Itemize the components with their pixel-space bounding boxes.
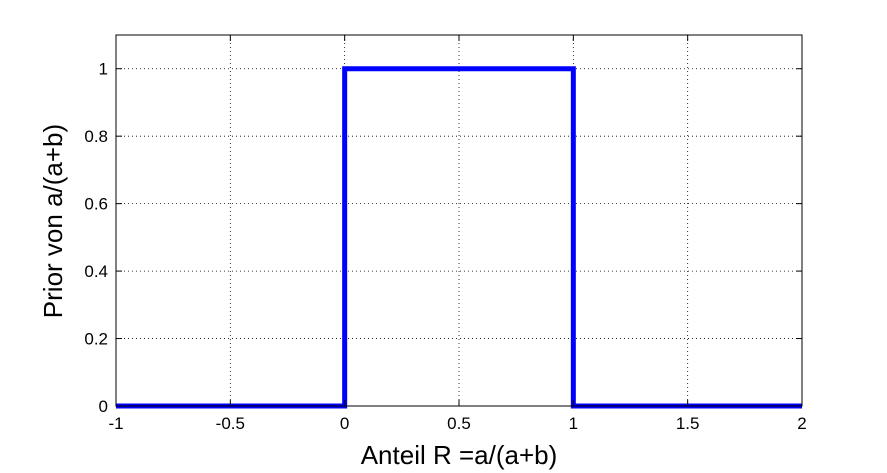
y-tick-label: 0.8 <box>84 127 108 146</box>
y-tick-labels: 0 0.2 0.4 0.6 0.8 1 <box>84 60 108 416</box>
x-tick-label: 1.5 <box>676 414 700 433</box>
x-tick-label: 0 <box>340 414 349 433</box>
x-tick-label: 1 <box>569 414 578 433</box>
y-tick-label: 0.6 <box>84 195 108 214</box>
x-tick-label: -0.5 <box>216 414 245 433</box>
y-tick-label: 1 <box>99 60 108 79</box>
plot-area <box>116 35 802 406</box>
x-tick-label: 2 <box>797 414 806 433</box>
ticks <box>115 35 803 407</box>
y-tick-label: 0 <box>99 397 108 416</box>
y-tick-label: 0.2 <box>84 330 108 349</box>
x-tick-label: 0.5 <box>447 414 471 433</box>
y-tick-label: 0.4 <box>84 262 108 281</box>
x-tick-labels: -1 -0.5 0 0.5 1 1.5 2 <box>108 414 806 433</box>
x-axis-label: Anteil R =a/(a+b) <box>361 440 558 470</box>
x-tick-label: -1 <box>108 414 123 433</box>
y-axis-label: Prior von a/(a+b) <box>38 124 68 318</box>
